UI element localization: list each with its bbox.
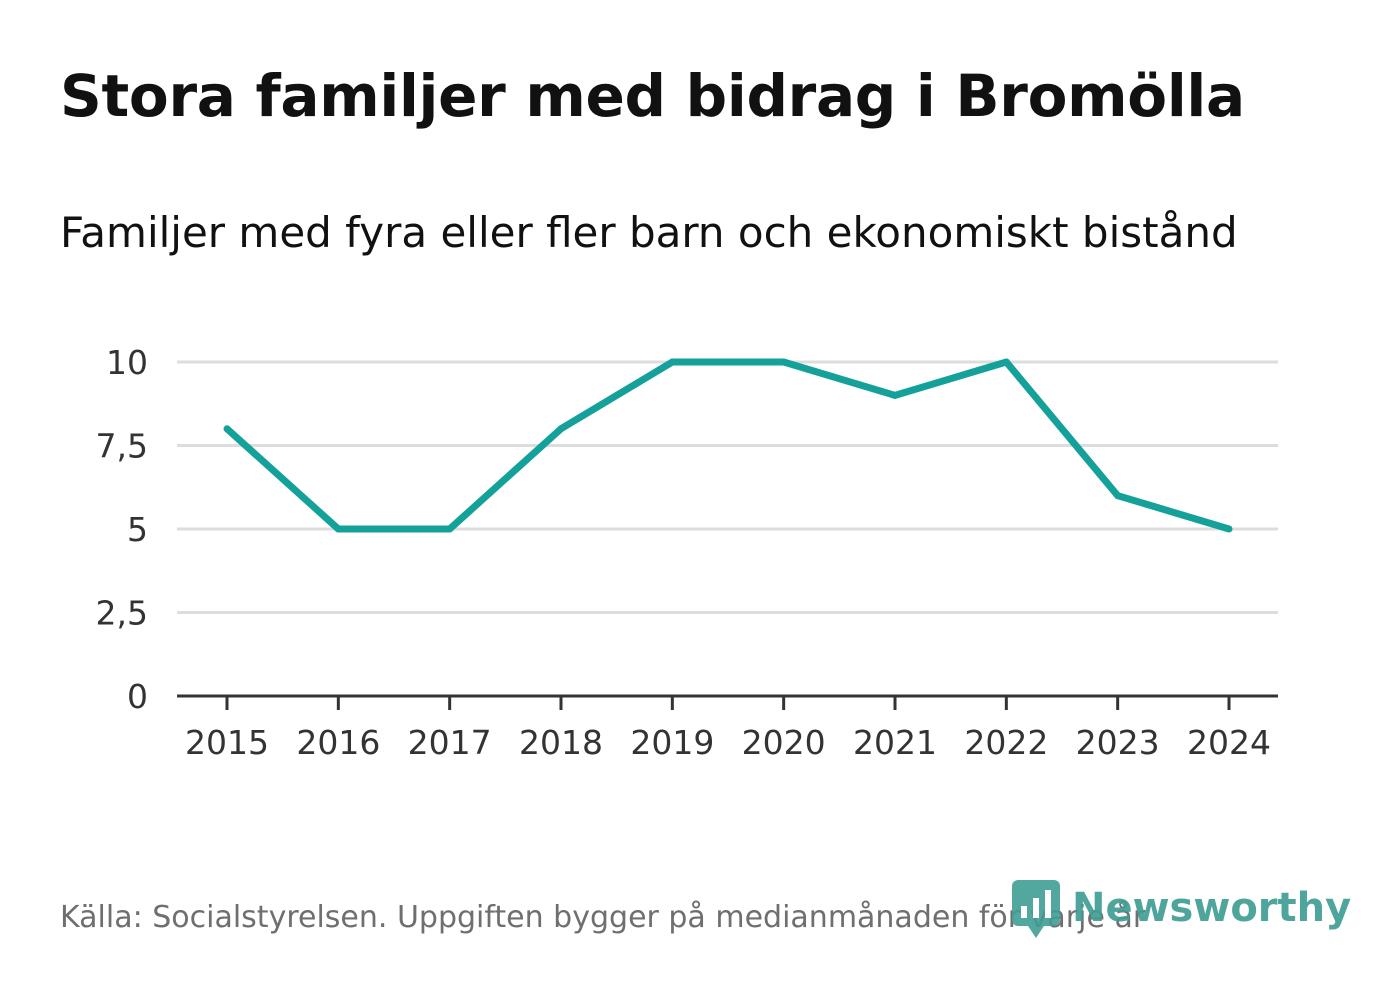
x-tick-label: 2015	[185, 723, 269, 762]
x-tick-label: 2019	[630, 723, 714, 762]
data-point	[891, 391, 899, 399]
data-point	[223, 425, 231, 433]
data-point	[1225, 525, 1233, 533]
data-point	[668, 358, 676, 366]
y-tick-label: 2,5	[96, 594, 148, 633]
source-note: Källa: Socialstyrelsen. Uppgiften bygger…	[60, 900, 1146, 935]
x-tick-label: 2022	[964, 723, 1048, 762]
data-point	[780, 358, 788, 366]
brand-name: Newsworthy	[1072, 885, 1352, 931]
data-point	[557, 425, 565, 433]
data-point	[446, 525, 454, 533]
x-tick-label: 2024	[1187, 723, 1271, 762]
data-point	[1002, 358, 1010, 366]
y-tick-label: 0	[127, 677, 148, 716]
x-tick-label: 2021	[853, 723, 937, 762]
data-point	[334, 525, 342, 533]
brand-logo: Newsworthy	[1010, 876, 1351, 940]
x-tick-label: 2018	[519, 723, 603, 762]
newsworthy-logo-icon	[1012, 880, 1060, 938]
y-tick-label: 7,5	[96, 427, 148, 466]
x-tick-label: 2020	[742, 723, 826, 762]
chart-title: Stora familjer med bidrag i Bromölla	[60, 62, 1245, 130]
x-tick-label: 2023	[1076, 723, 1160, 762]
y-tick-label: 5	[127, 510, 148, 549]
x-tick-label: 2017	[408, 723, 492, 762]
series-line	[224, 358, 1231, 533]
x-tick-label: 2016	[296, 723, 380, 762]
chart-subtitle: Familjer med fyra eller fler barn och ek…	[60, 208, 1238, 257]
data-point	[1114, 492, 1122, 500]
y-tick-label: 10	[106, 343, 148, 382]
